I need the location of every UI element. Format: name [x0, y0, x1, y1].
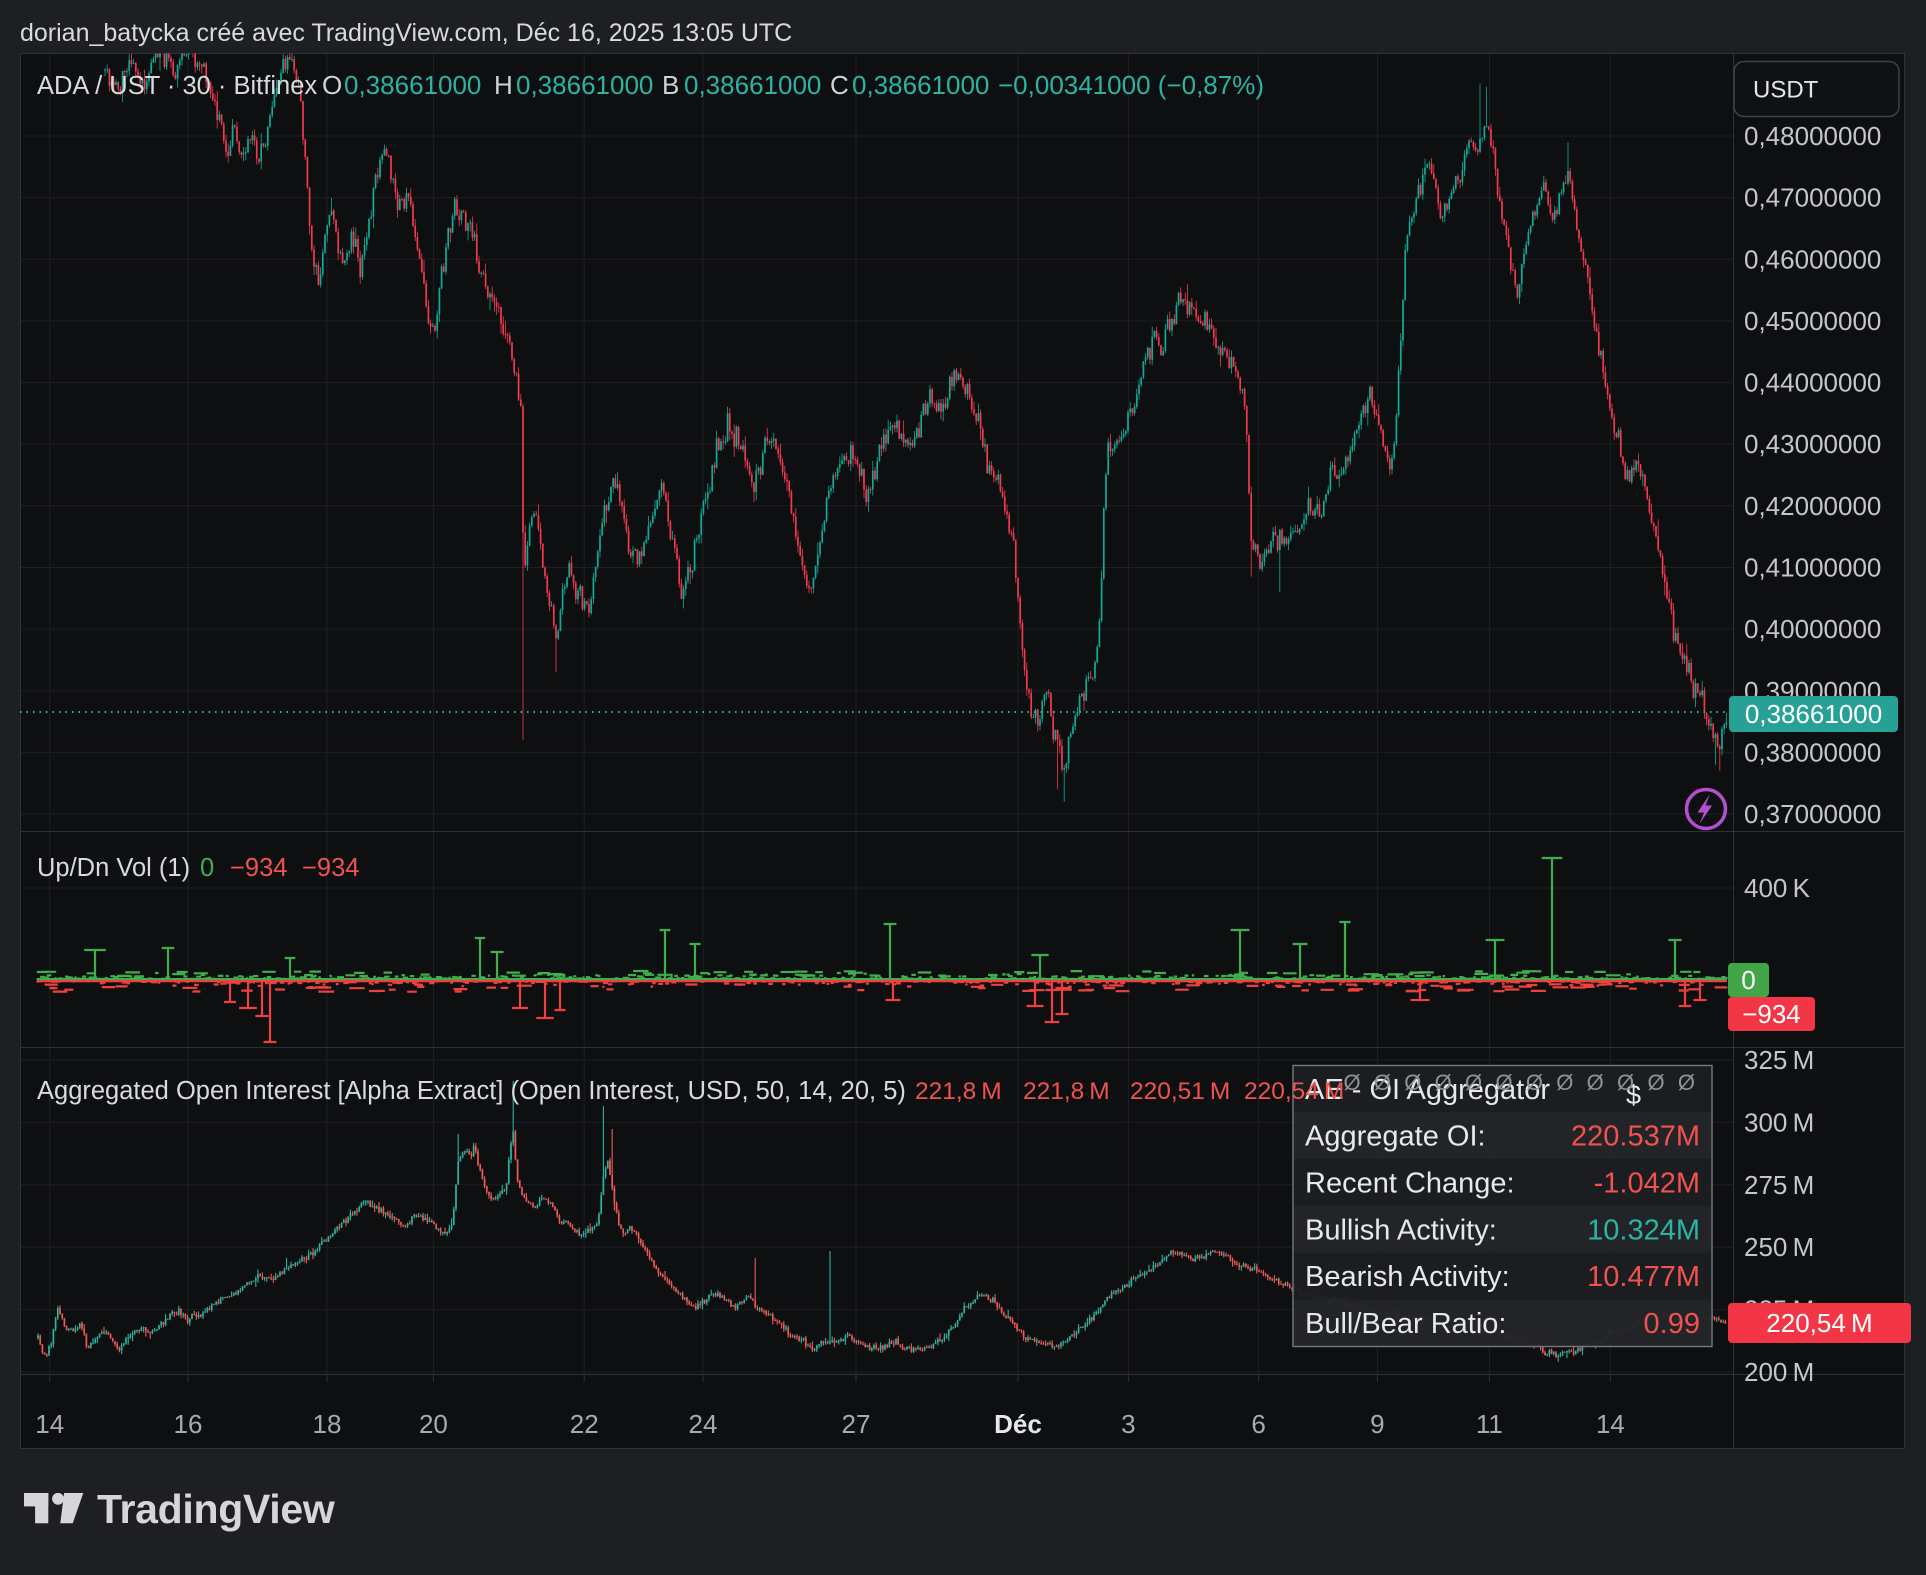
svg-text:0,38661000: 0,38661000: [852, 70, 989, 100]
svg-text:220,54 M: 220,54 M: [1244, 1078, 1344, 1105]
svg-text:0,42000000: 0,42000000: [1744, 491, 1881, 521]
svg-text:0,38661000: 0,38661000: [344, 70, 481, 100]
svg-text:0,41000000: 0,41000000: [1744, 553, 1881, 583]
svg-text:Recent Change:: Recent Change:: [1305, 1168, 1515, 1200]
svg-text:Ø: Ø: [1495, 1070, 1512, 1095]
svg-text:0: 0: [1741, 965, 1755, 995]
svg-text:0,37000000: 0,37000000: [1744, 799, 1881, 829]
svg-text:0,48000000: 0,48000000: [1744, 121, 1881, 151]
svg-text:Bullish Activity:: Bullish Activity:: [1305, 1214, 1497, 1246]
svg-text:Ø: Ø: [1678, 1070, 1695, 1095]
svg-text:Ø: Ø: [1465, 1070, 1482, 1095]
svg-text:Bull/Bear Ratio:: Bull/Bear Ratio:: [1305, 1308, 1507, 1340]
svg-text:11: 11: [1476, 1409, 1503, 1439]
svg-text:Ø: Ø: [1404, 1070, 1421, 1095]
svg-text:0,38661000: 0,38661000: [684, 70, 821, 100]
svg-text:18: 18: [313, 1409, 342, 1439]
svg-text:O: O: [322, 70, 342, 100]
svg-text:220.537M: 220.537M: [1571, 1121, 1700, 1153]
svg-text:0,38000000: 0,38000000: [1744, 737, 1881, 767]
svg-text:250 M: 250 M: [1744, 1232, 1814, 1262]
svg-text:−934: −934: [230, 854, 287, 882]
svg-text:B: B: [662, 70, 679, 100]
svg-text:24: 24: [689, 1409, 718, 1439]
svg-text:220,54 M: 220,54 M: [1766, 1308, 1872, 1338]
svg-text:14: 14: [1596, 1409, 1625, 1439]
svg-text:22: 22: [570, 1409, 599, 1439]
svg-text:Ø: Ø: [1374, 1070, 1391, 1095]
svg-text:−0,00341000 (−0,87%): −0,00341000 (−0,87%): [998, 70, 1264, 100]
svg-text:16: 16: [174, 1409, 203, 1439]
svg-text:0: 0: [200, 854, 214, 882]
svg-text:Ø: Ø: [1556, 1070, 1573, 1095]
svg-text:221,8 M: 221,8 M: [1023, 1078, 1110, 1105]
svg-text:Ø: Ø: [1343, 1070, 1360, 1095]
svg-text:0,38661000: 0,38661000: [516, 70, 653, 100]
svg-text:0,40000000: 0,40000000: [1744, 614, 1881, 644]
svg-text:H: H: [494, 70, 513, 100]
svg-text:dorian_batycka créé avec Tradi: dorian_batycka créé avec TradingView.com…: [20, 19, 792, 47]
svg-text:27: 27: [842, 1409, 871, 1439]
svg-text:TradingView: TradingView: [97, 1486, 335, 1532]
svg-text:9: 9: [1370, 1409, 1384, 1439]
svg-text:0,43000000: 0,43000000: [1744, 429, 1881, 459]
svg-text:Ø: Ø: [1647, 1070, 1664, 1095]
svg-text:ADA / UST · 30 · Bitfinex: ADA / UST · 30 · Bitfinex: [37, 72, 317, 100]
svg-text:3: 3: [1121, 1409, 1135, 1439]
svg-text:0,47000000: 0,47000000: [1744, 183, 1881, 213]
svg-text:10.477M: 10.477M: [1587, 1261, 1700, 1293]
svg-text:14: 14: [35, 1409, 64, 1439]
svg-text:0,45000000: 0,45000000: [1744, 306, 1881, 336]
svg-text:221,8 M: 221,8 M: [915, 1078, 1002, 1105]
svg-text:Aggregated Open Interest [Alph: Aggregated Open Interest [Alpha Extract]…: [37, 1077, 906, 1105]
svg-text:Ø: Ø: [1587, 1070, 1604, 1095]
svg-text:200 M: 200 M: [1744, 1357, 1814, 1387]
svg-text:-1.042M: -1.042M: [1594, 1168, 1700, 1200]
svg-text:−934: −934: [302, 854, 359, 882]
svg-text:Aggregate OI:: Aggregate OI:: [1305, 1121, 1486, 1153]
svg-text:400 K: 400 K: [1744, 873, 1811, 903]
svg-text:USDT: USDT: [1753, 77, 1819, 104]
svg-text:Déc: Déc: [994, 1409, 1042, 1439]
svg-text:300 M: 300 M: [1744, 1107, 1814, 1137]
svg-text:Ø: Ø: [1526, 1070, 1543, 1095]
svg-text:−934: −934: [1742, 999, 1801, 1029]
svg-text:6: 6: [1251, 1409, 1265, 1439]
svg-text:0,46000000: 0,46000000: [1744, 244, 1881, 274]
svg-text:325 M: 325 M: [1744, 1045, 1814, 1075]
svg-text:Ø: Ø: [1617, 1070, 1634, 1095]
svg-text:$: $: [1626, 1080, 1641, 1110]
svg-text:0,44000000: 0,44000000: [1744, 368, 1881, 398]
svg-text:0.99: 0.99: [1644, 1308, 1700, 1340]
svg-text:Bearish Activity:: Bearish Activity:: [1305, 1261, 1510, 1293]
svg-text:220,51 M: 220,51 M: [1130, 1078, 1230, 1105]
svg-text:AE - OI Aggregator: AE - OI Aggregator: [1305, 1074, 1550, 1106]
svg-text:10.324M: 10.324M: [1587, 1214, 1700, 1246]
svg-text:0,38661000: 0,38661000: [1745, 699, 1882, 729]
svg-text:Ø: Ø: [1435, 1070, 1452, 1095]
svg-text:275 M: 275 M: [1744, 1170, 1814, 1200]
svg-text:C: C: [830, 70, 849, 100]
svg-text:Up/Dn Vol (1): Up/Dn Vol (1): [37, 854, 190, 882]
svg-text:20: 20: [419, 1409, 448, 1439]
